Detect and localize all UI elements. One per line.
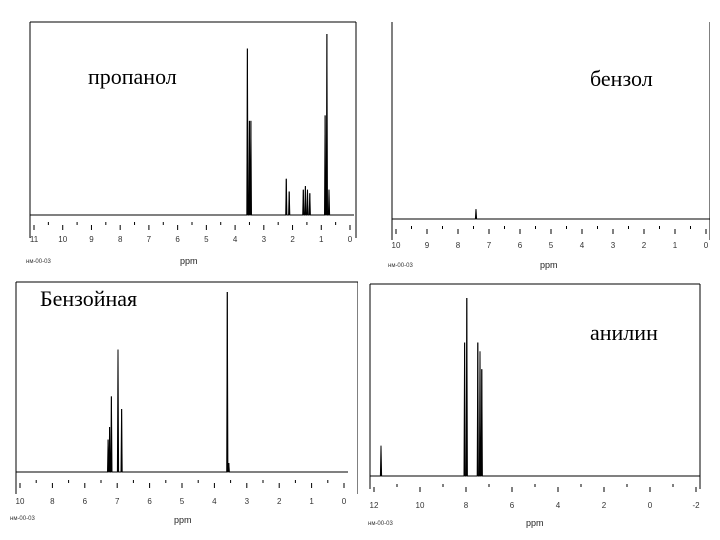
x-tick-label-3: 8 (118, 235, 123, 244)
spectrum-trace (16, 291, 348, 473)
spectrum-trace (370, 297, 700, 477)
footnote-benzoic: нм-00-03 (10, 516, 35, 522)
x-axis-title-aniline: ppm (526, 518, 544, 528)
x-tick-label-11: 0 (348, 235, 353, 244)
chart-svg-benzoic: 10 8 6 7 6 5 4 3 2 1 0 (15, 281, 358, 506)
x-tick-label-7: 3 (245, 497, 250, 506)
x-tick-label-8: 3 (262, 235, 267, 244)
x-tick-label-6: 4 (580, 241, 585, 250)
x-tick-label-7: -2 (692, 501, 700, 510)
spectrum-trace (392, 209, 710, 220)
x-tick-label-8: 2 (277, 497, 282, 506)
chart-panel-benzene: 10 9 8 7 6 5 4 3 2 1 0 бензол ppm нм-00-03 (380, 16, 710, 274)
chart-svg-aniline: 12 10 8 6 4 2 0 -2 (369, 283, 701, 510)
x-tick-label-7: 3 (611, 241, 616, 250)
chart-svg-propanol: 11 10 9 8 7 6 5 4 3 2 1 0 (29, 21, 357, 244)
chart-label-propanol: пропанол (88, 64, 177, 89)
x-tick-label-2: 8 (464, 501, 469, 510)
x-tick-label-6: 5 (204, 235, 209, 244)
x-axis-title-propanol: ppm (180, 256, 198, 266)
x-tick-label-2: 6 (83, 497, 88, 506)
chart-panel-benzoic: 10 8 6 7 6 5 4 3 2 1 0 Бензойная ppm нм-00-03 (6, 278, 358, 536)
x-tick-label-0: 10 (16, 497, 25, 506)
x-tick-label-3: 6 (510, 501, 515, 510)
footnote-propanol: нм-00-03 (26, 259, 51, 265)
x-tick-label-2: 9 (89, 235, 94, 244)
chart-panel-aniline: 12 10 8 6 4 2 0 -2 анилин ppm нм-00-03 (362, 278, 714, 536)
x-tick-label-4: 6 (147, 497, 152, 506)
x-tick-label-4: 4 (556, 501, 561, 510)
x-tick-label-6: 4 (212, 497, 217, 506)
x-tick-label-10: 0 (342, 497, 347, 506)
x-tick-label-5: 5 (180, 497, 185, 506)
x-tick-label-5: 5 (549, 241, 554, 250)
x-tick-label-6: 0 (648, 501, 653, 510)
x-tick-label-9: 1 (309, 497, 314, 506)
chart-svg-benzene: 10 9 8 7 6 5 4 3 2 1 0 (391, 22, 710, 250)
x-tick-label-4: 7 (147, 235, 152, 244)
x-tick-label-0: 11 (30, 235, 39, 244)
footnote-aniline: нм-00-03 (368, 521, 393, 527)
x-tick-label-7: 4 (233, 235, 238, 244)
x-tick-label-10: 1 (319, 235, 324, 244)
chart-label-benzene: бензол (590, 66, 653, 91)
x-tick-label-0: 10 (392, 241, 401, 250)
x-tick-label-1: 9 (425, 241, 430, 250)
x-tick-label-10: 0 (704, 241, 709, 250)
chart-label-benzoic: Бензойная (40, 286, 138, 311)
x-axis-title-benzoic: ppm (174, 515, 192, 525)
x-tick-label-2: 8 (456, 241, 461, 250)
x-tick-label-1: 8 (50, 497, 55, 506)
x-tick-label-4: 6 (518, 241, 523, 250)
x-tick-label-5: 6 (175, 235, 180, 244)
x-tick-label-3: 7 (487, 241, 492, 250)
x-tick-label-8: 2 (642, 241, 647, 250)
x-axis-title-benzene: ppm (540, 260, 558, 270)
x-tick-label-1: 10 (58, 235, 67, 244)
x-tick-label-9: 2 (290, 235, 295, 244)
x-tick-label-3: 7 (115, 497, 120, 506)
x-tick-label-5: 2 (602, 501, 607, 510)
chart-label-aniline: анилин (590, 320, 658, 345)
x-tick-label-1: 10 (416, 501, 425, 510)
spectrum-trace (30, 33, 354, 216)
chart-panel-propanol: 11 10 9 8 7 6 5 4 3 2 1 0 пропанол ppm нм-00-03 (20, 16, 360, 274)
x-tick-label-0: 12 (370, 501, 379, 510)
footnote-benzene: нм-00-03 (388, 263, 413, 269)
x-tick-label-9: 1 (673, 241, 678, 250)
